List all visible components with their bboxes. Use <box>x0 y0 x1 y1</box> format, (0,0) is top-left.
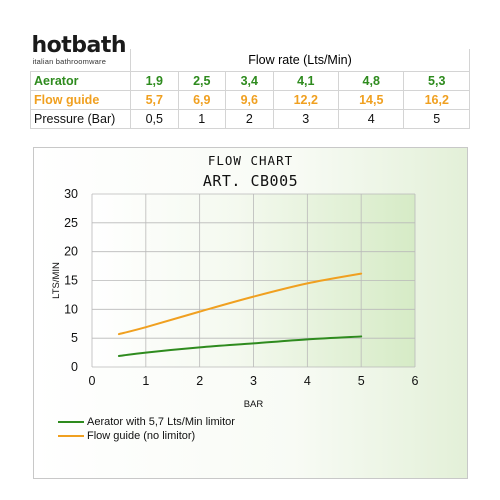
table-cell: 5 <box>403 109 470 129</box>
x-tick-label: 1 <box>142 374 149 388</box>
chart-subtitle: ART. CB005 <box>202 172 299 190</box>
table-cell: 3 <box>272 109 340 129</box>
chart-title: FLOW CHART <box>207 153 294 168</box>
y-tick-label: 15 <box>64 274 78 288</box>
table-cell: 9,6 <box>225 90 274 110</box>
legend-swatch <box>58 421 84 423</box>
table-cell: 4 <box>338 109 405 129</box>
flow-chart: 0 5 10 15 20 25 30 0 1 2 3 4 5 6 BAR LTS/MIN <box>34 148 467 478</box>
row-label: Flow guide <box>30 90 131 110</box>
x-tick-label: 3 <box>250 374 257 388</box>
flow-rate-table: hotbath italian bathroomware Flow rate (… <box>30 35 470 129</box>
table-cell: 14,5 <box>338 90 405 110</box>
table-cell: 2,5 <box>177 71 227 91</box>
y-tick-label: 0 <box>71 360 78 374</box>
y-tick-label: 30 <box>64 187 78 201</box>
table-cell: 2 <box>225 109 274 129</box>
legend-item-aerator: Aerator with 5,7 Lts/Min limitor <box>58 415 235 429</box>
table-cell: 0,5 <box>130 109 179 129</box>
flow-rate-header: Flow rate (Lts/Min) <box>130 49 470 72</box>
table-cell: 4,1 <box>272 71 340 91</box>
legend-item-flow-guide: Flow guide (no limitor) <box>58 429 235 443</box>
table-cell: 1 <box>177 109 227 129</box>
table-cell: 12,2 <box>272 90 340 110</box>
table-cell: 1,9 <box>130 71 179 91</box>
x-tick-label: 5 <box>358 374 365 388</box>
row-label: Aerator <box>30 71 131 91</box>
table-cell: 3,4 <box>225 71 274 91</box>
brand-tagline: italian bathroomware <box>32 57 107 66</box>
y-tick-label: 5 <box>71 331 78 345</box>
table-cell: 6,9 <box>177 90 227 110</box>
x-tick-label: 6 <box>412 374 419 388</box>
x-tick-label: 0 <box>89 374 96 388</box>
table-cell: 16,2 <box>403 90 470 110</box>
chart-panel: 0 5 10 15 20 25 30 0 1 2 3 4 5 6 BAR LTS/MIN FLOW CHART… <box>33 147 468 479</box>
y-tick-label: 10 <box>64 302 78 316</box>
y-tick-label: 25 <box>64 216 78 230</box>
series-line-flow-guide <box>117 272 363 336</box>
x-tick-label: 2 <box>196 374 203 388</box>
y-axis-label: LTS/MIN <box>51 262 62 299</box>
table-row-flow-guide: Flow guide 5,7 6,9 9,6 12,2 14,5 16,2 <box>30 90 470 110</box>
x-tick-label: 4 <box>304 374 311 388</box>
table-cell: 5,3 <box>403 71 470 91</box>
brand-logo: hotbath <box>31 33 127 58</box>
table-cell: 5,7 <box>130 90 179 110</box>
table-cell: 4,8 <box>338 71 405 91</box>
legend-swatch <box>58 435 84 437</box>
table-row-pressure: Pressure (Bar) 0,5 1 2 3 4 5 <box>30 109 470 129</box>
legend-label: Flow guide (no limitor) <box>87 430 196 442</box>
legend-label: Aerator with 5,7 Lts/Min limitor <box>87 416 235 428</box>
table-row-aerator: Aerator 1,9 2,5 3,4 4,1 4,8 5,3 <box>30 71 470 91</box>
row-label: Pressure (Bar) <box>30 109 131 129</box>
series-line-aerator <box>117 335 363 358</box>
chart-legend: Aerator with 5,7 Lts/Min limitor Flow gu… <box>58 415 235 443</box>
x-axis-label: BAR <box>244 399 264 410</box>
y-tick-label: 20 <box>64 245 78 259</box>
brand-cell: hotbath italian bathroomware <box>30 35 131 72</box>
